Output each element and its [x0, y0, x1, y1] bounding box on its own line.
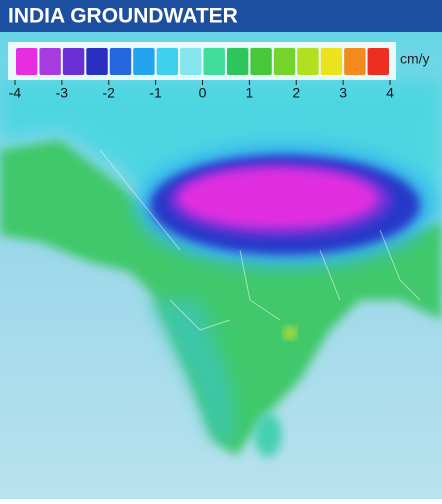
- legend: -4 -3 -2 -1 0 1 2 3 4: [9, 48, 394, 101]
- legend-tick-label: 0: [199, 85, 207, 101]
- legend-swatch: [320, 48, 343, 75]
- legend-swatch: [62, 48, 85, 75]
- legend-tick-label: -3: [56, 85, 69, 101]
- title: INDIA GROUNDWATER: [8, 5, 238, 28]
- map: [0, 80, 442, 457]
- legend-swatch: [180, 48, 202, 75]
- legend-swatch: [273, 48, 296, 75]
- legend-tick-label: -2: [103, 85, 116, 101]
- legend-unit: cm/y: [400, 51, 430, 67]
- depletion-core: [178, 168, 378, 228]
- title-bar: [0, 0, 442, 32]
- legend-swatch: [109, 48, 132, 75]
- legend-tick-label: 1: [245, 85, 253, 101]
- legend-swatch: [250, 48, 272, 75]
- legend-swatch: [203, 48, 225, 75]
- legend-tick-label: 2: [292, 85, 300, 101]
- legend-swatch: [297, 48, 319, 75]
- legend-tick-label: 3: [339, 85, 347, 101]
- legend-swatch: [344, 48, 366, 75]
- south-region: [150, 300, 236, 440]
- legend-swatch: [86, 48, 108, 75]
- borders: [99, 149, 421, 331]
- legend-swatch: [39, 48, 61, 75]
- legend-swatch: [133, 48, 155, 75]
- land: [0, 140, 442, 456]
- legend-tick-label: 4: [386, 85, 394, 101]
- legend-swatch: [226, 48, 249, 75]
- legend-swatch: [367, 48, 389, 75]
- legend-tick-label: -4: [9, 85, 22, 101]
- legend-swatch: [16, 48, 38, 75]
- sri-lanka: [254, 413, 282, 457]
- legend-tick-label: -1: [149, 85, 162, 101]
- local-spot: [284, 327, 296, 339]
- legend-swatch: [156, 48, 179, 75]
